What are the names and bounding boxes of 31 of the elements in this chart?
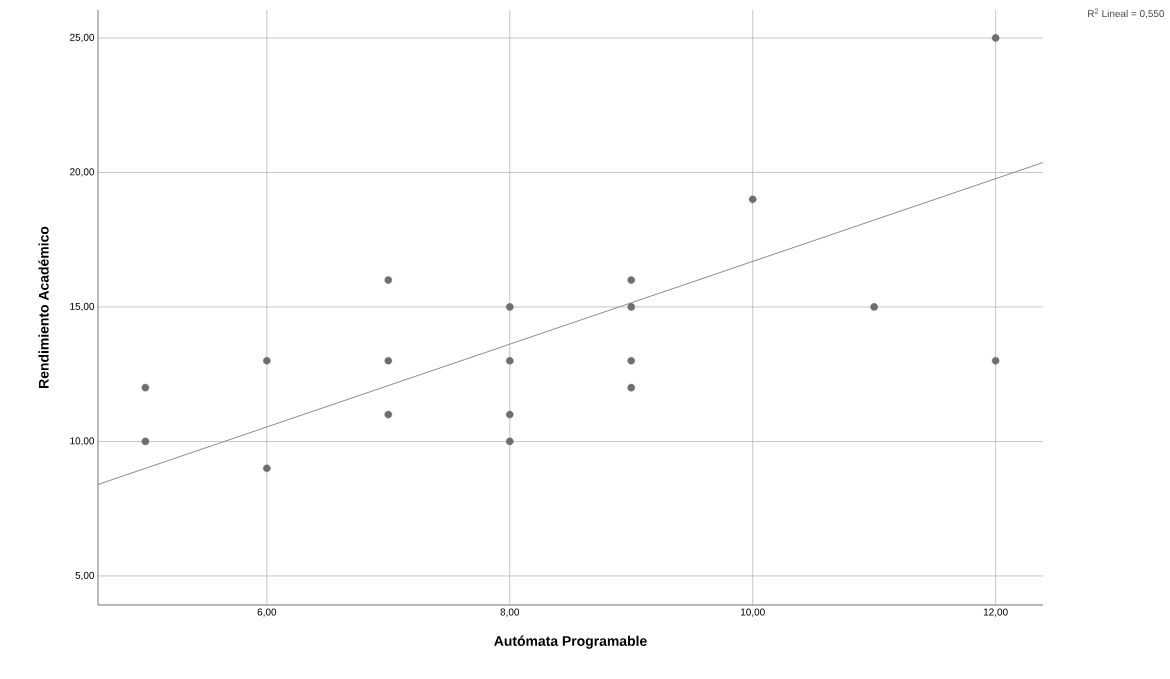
- point: [384, 276, 393, 284]
- point: [141, 437, 150, 446]
- x-tick-label: 8,00: [500, 608, 520, 617]
- point: [505, 410, 514, 419]
- point: [505, 356, 514, 365]
- point: [627, 356, 636, 365]
- point: [141, 383, 150, 392]
- point: [263, 356, 271, 365]
- x-axis-title: Autómata Programable: [494, 635, 647, 649]
- y-axis-title: Rendimiento Académico: [38, 226, 49, 388]
- text: R$^{2}$ Lineal = 0,550: [1088, 8, 1165, 19]
- point: [263, 464, 271, 473]
- point: [870, 303, 878, 311]
- y-tick-label: 5,00: [75, 571, 95, 581]
- point: [384, 356, 393, 365]
- x-tick-label: 12,00: [983, 608, 1008, 617]
- y-tick-label: 10,00: [70, 437, 95, 446]
- point: [627, 276, 636, 284]
- x-tick-label: 6,00: [257, 608, 277, 617]
- x-tick-label: 10,00: [741, 608, 765, 617]
- point: [505, 437, 514, 446]
- point: [627, 383, 636, 392]
- point: [384, 410, 393, 419]
- y-tick-label: 20,00: [70, 168, 95, 177]
- y-tick-label: 25,00: [70, 33, 95, 43]
- point: [991, 356, 1000, 365]
- y-tick-label: 15,00: [70, 302, 95, 312]
- point: [748, 195, 757, 204]
- point: [991, 34, 1000, 42]
- point: [627, 303, 636, 311]
- point: [505, 303, 514, 311]
